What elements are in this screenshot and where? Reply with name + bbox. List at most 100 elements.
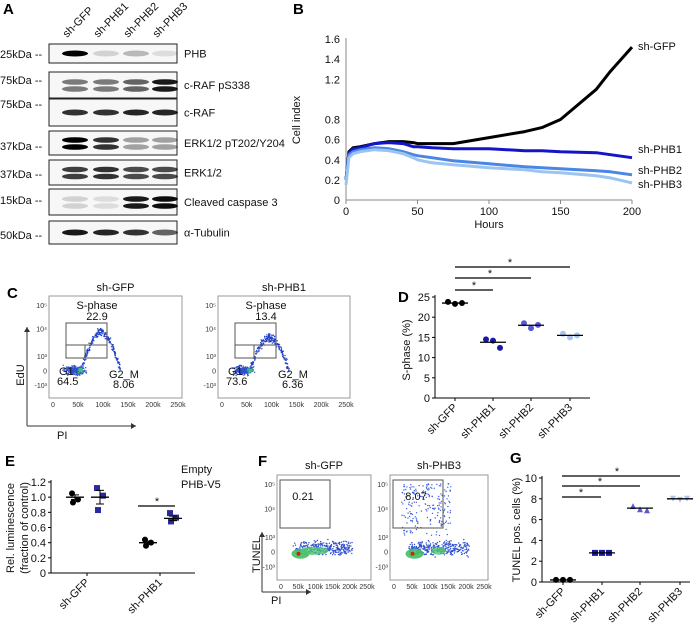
blot-band [123,50,149,57]
event-dot [408,547,410,549]
event-dot [424,494,426,496]
event-dot [266,337,269,339]
event-dot [427,551,429,553]
protein-label: PHB [184,49,207,61]
density-core [431,546,446,555]
event-dot [438,521,441,523]
event-dot [340,541,343,543]
marker-label: 37kDa -- [0,169,43,181]
event-dot [66,371,68,373]
event-dot [411,519,413,522]
event-dot [411,505,413,507]
event-dot [417,495,419,497]
data-point [100,492,106,499]
data-point [497,344,503,351]
g2m-label: G2_M [278,369,308,381]
event-dot [232,371,235,373]
x-tick-label: 250k [170,402,186,409]
y-tick-label: 0.4 [325,155,340,167]
event-dot [421,541,423,543]
event-dot [431,495,433,498]
event-dot [438,534,441,537]
x-tick-label: 250k [359,584,375,591]
flow-title: sh-PHB1 [262,282,306,294]
y-tick-label: 10³ [265,535,276,542]
x-tick-label: 150 [551,206,569,218]
event-dot [78,374,81,376]
event-dot [448,517,451,519]
event-dot [338,548,340,551]
scatter-cloud [401,483,470,559]
event-dot [267,333,270,335]
event-dot [339,554,341,556]
blot-band [152,166,178,173]
event-dot [103,335,105,338]
event-dot [452,544,454,547]
blot-row [48,159,178,186]
event-dot [268,341,270,343]
y-axis-label: TUNEL [251,537,263,573]
y-tick-label: 10 [525,473,537,485]
y-tick-label: -10³ [204,383,217,390]
event-dot [440,502,442,504]
y-tick-label: 10⁴ [205,327,216,334]
event-dot [342,540,345,543]
event-dot [438,504,440,506]
event-dot [235,374,237,377]
event-dot [88,342,90,344]
blot-band [152,86,178,92]
y-tick-label: 0.4 [31,538,46,550]
y-axis-label: EdU [15,364,27,385]
marker-label: 50kDa -- [0,230,43,242]
event-dot [346,543,348,546]
event-dot [335,543,338,545]
data-point [168,518,174,525]
event-dot [429,523,432,525]
tunel-gate [392,479,444,529]
event-dot [79,368,82,370]
event-dot [72,371,74,374]
event-dot [119,370,122,372]
density-peak [296,551,301,556]
event-dot [409,513,412,515]
event-dot [281,354,283,356]
event-dot [92,336,94,338]
event-dot [313,540,316,542]
event-dot [82,372,84,374]
event-dot [411,532,414,534]
event-dot [428,548,430,551]
event-dot [462,542,464,544]
event-dot [426,493,428,495]
event-dot [411,492,414,494]
event-dot [421,542,423,544]
event-dot [263,335,266,338]
event-dot [316,539,319,542]
event-dot [117,361,119,363]
event-dot [65,373,68,375]
event-dot [438,508,440,510]
event-dot [238,366,240,369]
event-dot [426,550,428,552]
event-dot [414,525,417,527]
event-dot [458,549,460,551]
event-dot [119,364,121,366]
event-dot [321,542,323,545]
event-dot [75,374,77,376]
event-dot [101,333,103,335]
blot-band [93,137,119,143]
event-dot [345,551,347,553]
x-tick-label: 0 [51,402,55,409]
event-dot [284,359,286,361]
blot-band [93,166,119,173]
event-dot [240,364,242,367]
event-dot [446,533,448,536]
event-dot [97,330,100,333]
x-tick-label: 100 [480,206,498,218]
event-dot [413,501,415,503]
series-line-sh-PHB3 [344,148,633,186]
event-dot [464,543,466,546]
event-dot [82,366,84,368]
event-dot [300,546,302,548]
x-tick-label: 250k [338,402,354,409]
event-dot [260,339,262,341]
